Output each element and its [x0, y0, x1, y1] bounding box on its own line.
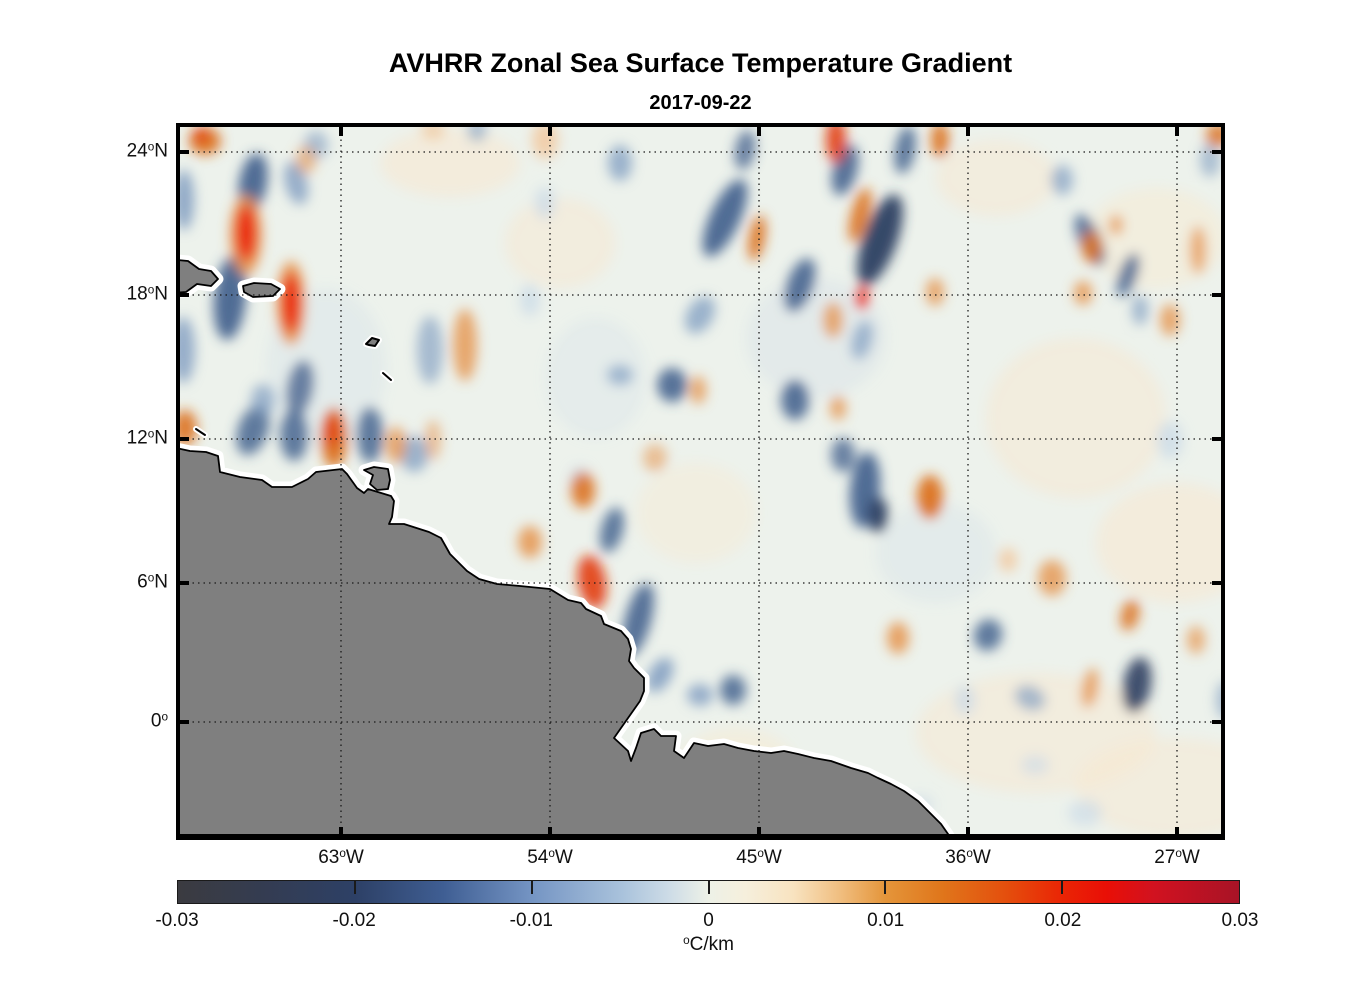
x-tick-label: 27oW: [1154, 846, 1200, 868]
y-tick-label: 18oN: [126, 283, 168, 305]
colorbar-tick: [353, 881, 356, 894]
sst-gradient-heatmap: [176, 123, 1225, 840]
degree-symbol: o: [757, 846, 764, 860]
colorbar-tick: [707, 881, 710, 894]
x-tick-label: 45oW: [736, 846, 782, 868]
degree-symbol: o: [147, 140, 155, 154]
islet: [382, 372, 392, 381]
colorbar-tick: [1061, 881, 1064, 894]
y-tick-label: 0o: [150, 710, 168, 732]
colorbar-tick-label: -0.02: [332, 910, 376, 931]
degree-symbol: o: [147, 427, 155, 441]
degree-symbol: o: [147, 283, 155, 297]
y-tick-label: 6oN: [137, 571, 168, 593]
colorbar-tick-label: -0.03: [155, 910, 199, 931]
colorbar-tick: [884, 881, 887, 894]
colorbar-tick-label: 0: [703, 910, 714, 931]
islet: [365, 337, 380, 347]
chart-date-subtitle: 2017-09-22: [649, 92, 752, 114]
x-tick-label: 63oW: [318, 846, 364, 868]
chart-title: AVHRR Zonal Sea Surface Temperature Grad…: [388, 48, 1013, 78]
x-tick-label: 36oW: [945, 846, 991, 868]
colorbar-tick: [530, 881, 533, 894]
degree-symbol: o: [1175, 846, 1182, 860]
sst-gradient-field: [176, 123, 1225, 838]
land-island: [176, 258, 219, 294]
colorbar-tick-label: -0.01: [509, 910, 553, 931]
islet: [195, 428, 206, 436]
colorbar-unit-label: oC/km: [683, 933, 734, 955]
degree-symbol: o: [548, 846, 555, 860]
colorbar: [177, 880, 1240, 904]
y-tick-label: 24oN: [126, 140, 168, 162]
degree-symbol: o: [683, 933, 690, 947]
colorbar-tick-label: 0.03: [1221, 910, 1259, 931]
land-island: [363, 466, 391, 491]
land-south-america: [176, 447, 953, 840]
colorbar-tick-label: 0.02: [1044, 910, 1082, 931]
x-tick-label: 54oW: [527, 846, 573, 868]
degree-symbol: o: [339, 846, 346, 860]
y-tick-label: 12oN: [126, 427, 168, 449]
land-island: [242, 282, 281, 298]
colorbar-tick-label: 0.01: [867, 910, 905, 931]
degree-symbol: o: [147, 571, 155, 585]
map-plot-area: [176, 123, 1225, 840]
degree-symbol: o: [161, 710, 168, 724]
degree-symbol: o: [966, 846, 973, 860]
